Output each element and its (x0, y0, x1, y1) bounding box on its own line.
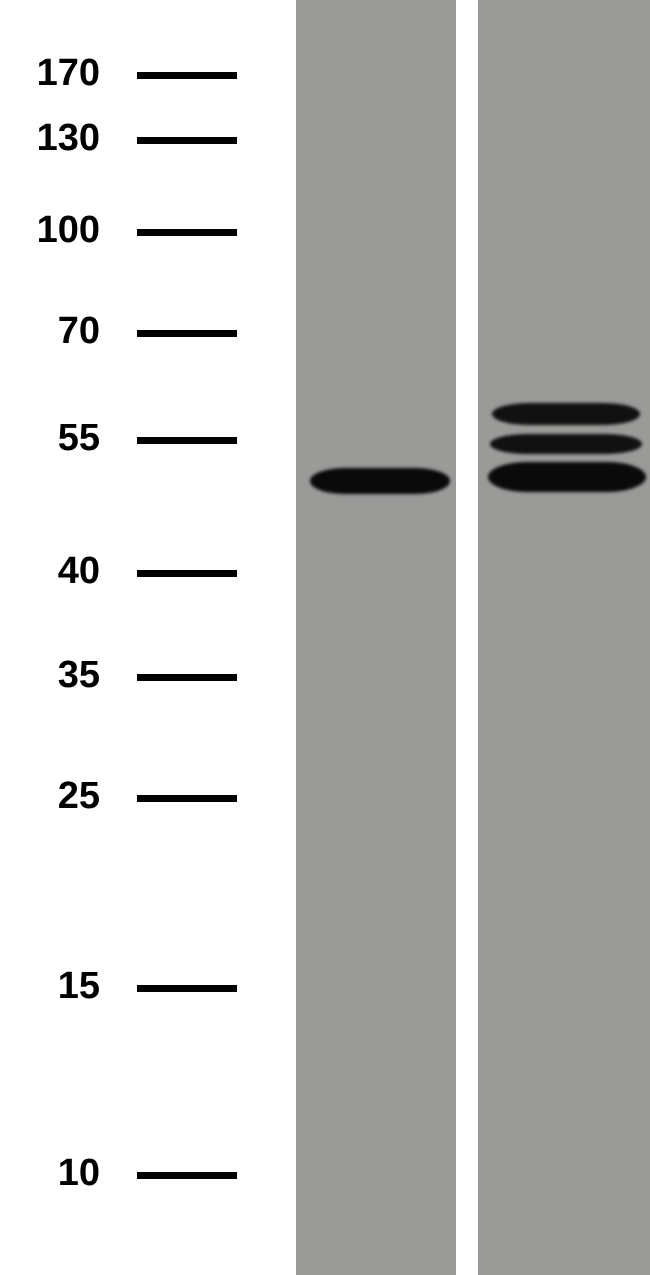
band-lane2-1 (490, 434, 642, 454)
mw-tick-130 (137, 137, 237, 144)
mw-label-170: 170 (10, 52, 100, 95)
western-blot-figure: 170 130 100 70 55 40 35 25 15 10 (0, 0, 650, 1275)
mw-tick-170 (137, 72, 237, 79)
mw-tick-100 (137, 229, 237, 236)
mw-tick-10 (137, 1172, 237, 1179)
mw-label-40: 40 (10, 550, 100, 593)
mw-tick-25 (137, 795, 237, 802)
band-lane1-0 (310, 468, 450, 494)
mw-label-10: 10 (10, 1152, 100, 1195)
lane-divider (456, 0, 478, 1275)
mw-tick-15 (137, 985, 237, 992)
mw-label-35: 35 (10, 654, 100, 697)
mw-label-25: 25 (10, 775, 100, 818)
mw-tick-55 (137, 437, 237, 444)
mw-label-100: 100 (10, 209, 100, 252)
mw-tick-35 (137, 674, 237, 681)
mw-tick-70 (137, 330, 237, 337)
mw-label-55: 55 (10, 417, 100, 460)
mw-label-130: 130 (10, 117, 100, 160)
mw-label-15: 15 (10, 965, 100, 1008)
band-lane2-2 (488, 462, 646, 492)
mw-tick-40 (137, 570, 237, 577)
band-lane2-0 (492, 403, 640, 425)
mw-label-70: 70 (10, 310, 100, 353)
